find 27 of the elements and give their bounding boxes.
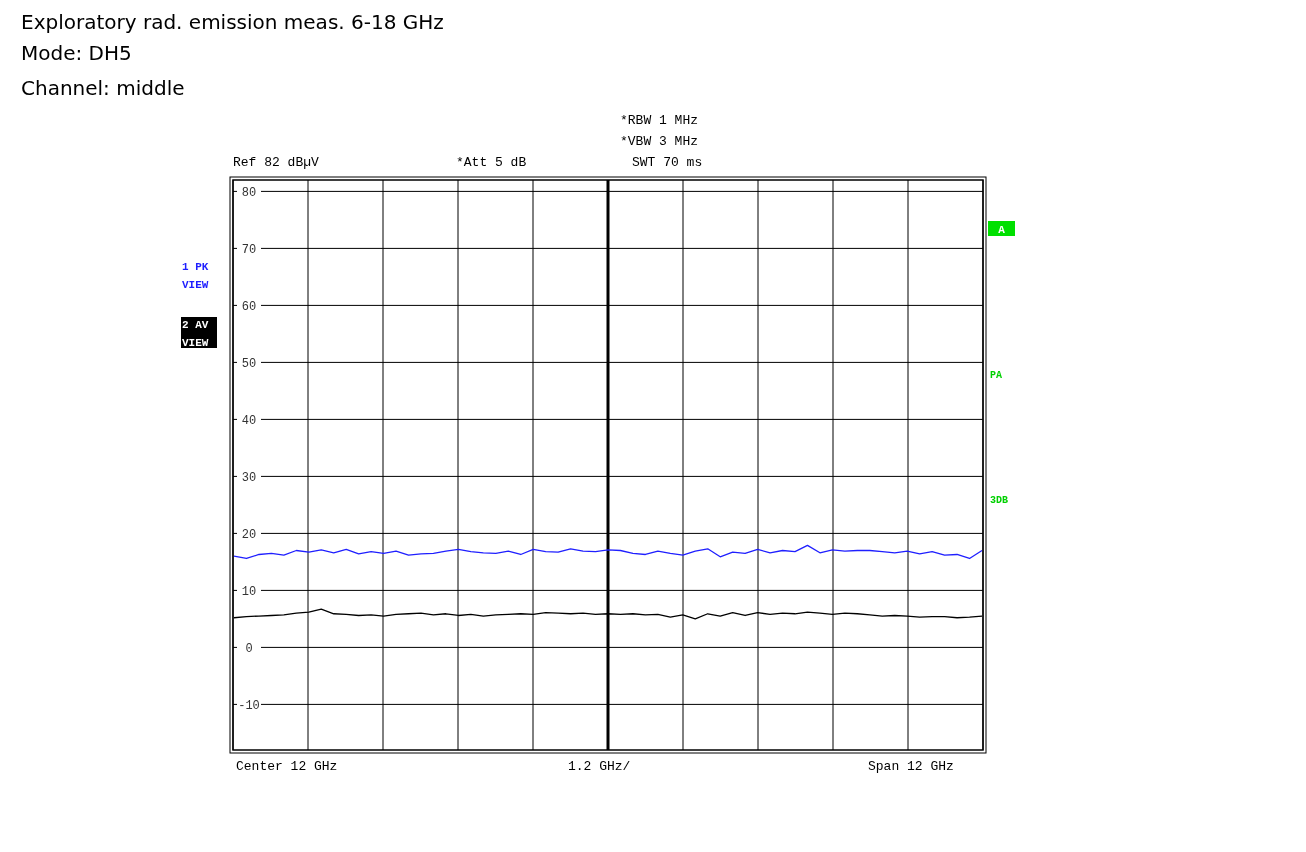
y-tick-label: 50 <box>241 356 257 371</box>
y-tick-label: 30 <box>241 470 257 485</box>
text: 3DB <box>990 495 1009 506</box>
text: Span 12 GHz <box>868 759 954 774</box>
text: 2 AV VIEW <box>182 319 209 349</box>
text: Ref 82 dBµV <box>233 155 320 170</box>
text: A <box>998 224 1006 236</box>
text: Mode: DH5 <box>21 41 132 65</box>
text: *Att 5 dB <box>456 155 527 170</box>
y-tick-label: -10 <box>238 698 260 713</box>
text: Center 12 GHz <box>236 759 338 774</box>
text: 1.2 GHz/ <box>568 759 631 774</box>
chart-title: Exploratory rad. emission meas. 6-18 GHz <box>21 10 444 34</box>
y-tick-label: 80 <box>241 185 257 200</box>
text: 1 PK VIEW <box>182 261 209 291</box>
line-series <box>233 544 983 560</box>
y-tick-label: 40 <box>241 413 257 428</box>
text: Channel: middle <box>21 76 185 100</box>
y-tick-label: 70 <box>241 242 257 257</box>
y-tick-label: 0 <box>245 641 253 656</box>
text: *RBW 1 MHz <box>620 113 699 128</box>
y-tick-label: 60 <box>241 299 257 314</box>
text: SWT 70 ms <box>632 155 703 170</box>
y-tick-label: 20 <box>241 527 257 542</box>
y-tick-label: 10 <box>241 584 257 599</box>
text: *VBW 3 MHz <box>620 134 699 149</box>
text: PA <box>990 370 1003 381</box>
